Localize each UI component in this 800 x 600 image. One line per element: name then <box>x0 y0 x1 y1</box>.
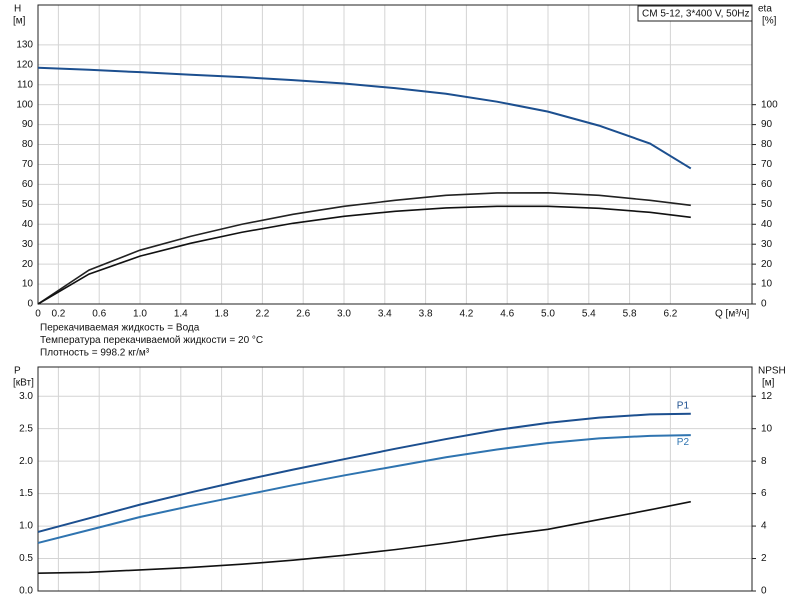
y-tick-label: 40 <box>22 219 34 230</box>
x-tick-label: 1.8 <box>215 309 229 320</box>
x-tick-label: 2.2 <box>255 309 269 320</box>
y-tick-label: 130 <box>16 40 33 51</box>
x-tick-label: 0 <box>35 309 41 320</box>
y2-axis-label: eta <box>758 4 772 15</box>
y2-tick-label: 50 <box>761 199 773 210</box>
note: Перекачиваемая жидкость = Вода <box>40 323 200 334</box>
x-tick-label: 6.2 <box>663 309 677 320</box>
y-axis-unit: [м] <box>13 16 26 27</box>
y2-tick-label: 0 <box>761 299 767 310</box>
y2-tick-label: 4 <box>761 521 767 532</box>
x-tick-label: 1.0 <box>133 309 147 320</box>
y-tick-label: 1.5 <box>19 488 33 499</box>
y-tick-label: 20 <box>22 259 34 270</box>
y2-tick-label: 8 <box>761 456 767 467</box>
y-axis-label: H <box>14 4 21 15</box>
y2-tick-label: 60 <box>761 179 773 190</box>
y2-tick-label: 10 <box>761 279 773 290</box>
series-line <box>37 205 691 305</box>
y-tick-label: 0 <box>27 299 33 310</box>
x-tick-label: 0.6 <box>92 309 106 320</box>
y-tick-label: 70 <box>22 159 34 170</box>
y-axis-label: P <box>14 366 21 377</box>
y-tick-label: 10 <box>22 279 34 290</box>
series-label: P1 <box>677 400 690 411</box>
y-tick-label: 0.0 <box>19 586 33 597</box>
y-tick-label: 100 <box>16 99 33 110</box>
series-line <box>37 191 691 305</box>
y-tick-label: 120 <box>16 59 33 70</box>
y2-tick-label: 90 <box>761 119 773 130</box>
series-line <box>37 434 691 544</box>
x-tick-label: 4.2 <box>459 309 473 320</box>
y2-tick-label: 40 <box>761 219 773 230</box>
y2-tick-label: 30 <box>761 239 773 250</box>
y-tick-label: 60 <box>22 179 34 190</box>
y-tick-label: 50 <box>22 199 34 210</box>
series-label: P2 <box>677 437 690 448</box>
y2-tick-label: 6 <box>761 488 767 499</box>
y2-tick-label: 10 <box>761 423 773 434</box>
x-tick-label: 5.4 <box>582 309 596 320</box>
y-tick-label: 2.5 <box>19 423 33 434</box>
x-axis-label: Q [м³/ч] <box>715 309 750 320</box>
x-tick-label: 4.6 <box>500 309 514 320</box>
x-tick-label: 1.4 <box>174 309 188 320</box>
y-tick-label: 3.0 <box>19 391 33 402</box>
y2-tick-label: 80 <box>761 139 773 150</box>
y2-tick-label: 12 <box>761 391 773 402</box>
y2-axis-unit: [м] <box>762 378 775 389</box>
y2-tick-label: 2 <box>761 553 767 564</box>
y-axis-unit: [кВт] <box>13 378 34 389</box>
x-tick-label: 5.8 <box>623 309 637 320</box>
chart-title: CM 5-12, 3*400 V, 50Hz <box>642 9 749 20</box>
y-tick-label: 110 <box>17 79 33 90</box>
y2-tick-label: 20 <box>761 259 773 270</box>
y2-tick-label: 0 <box>761 586 767 597</box>
y-tick-label: 30 <box>22 239 34 250</box>
y2-tick-label: 100 <box>761 99 778 110</box>
series-line <box>37 500 691 574</box>
x-tick-label: 2.6 <box>296 309 310 320</box>
y2-axis-unit: [%] <box>762 16 777 27</box>
y-tick-label: 0.5 <box>19 553 33 564</box>
x-tick-label: 3.4 <box>378 309 392 320</box>
x-tick-label: 5.0 <box>541 309 555 320</box>
y2-tick-label: 70 <box>761 159 773 170</box>
y-tick-label: 1.0 <box>19 521 33 532</box>
y-tick-label: 90 <box>22 119 34 130</box>
x-tick-label: 3.0 <box>337 309 351 320</box>
y-tick-label: 2.0 <box>19 456 33 467</box>
note: Температура перекачиваемой жидкости = 20… <box>40 335 263 346</box>
series-line <box>37 412 691 533</box>
title-box <box>637 5 753 22</box>
plot-frame <box>37 4 753 305</box>
x-tick-label: 3.8 <box>419 309 433 320</box>
y-tick-label: 80 <box>22 139 34 150</box>
plot-frame <box>37 366 753 592</box>
series-line <box>37 66 692 170</box>
y2-axis-label: NPSH <box>758 366 786 377</box>
note: Плотность = 998.2 кг/м³ <box>40 348 150 359</box>
x-tick-label: 0.2 <box>51 309 65 320</box>
